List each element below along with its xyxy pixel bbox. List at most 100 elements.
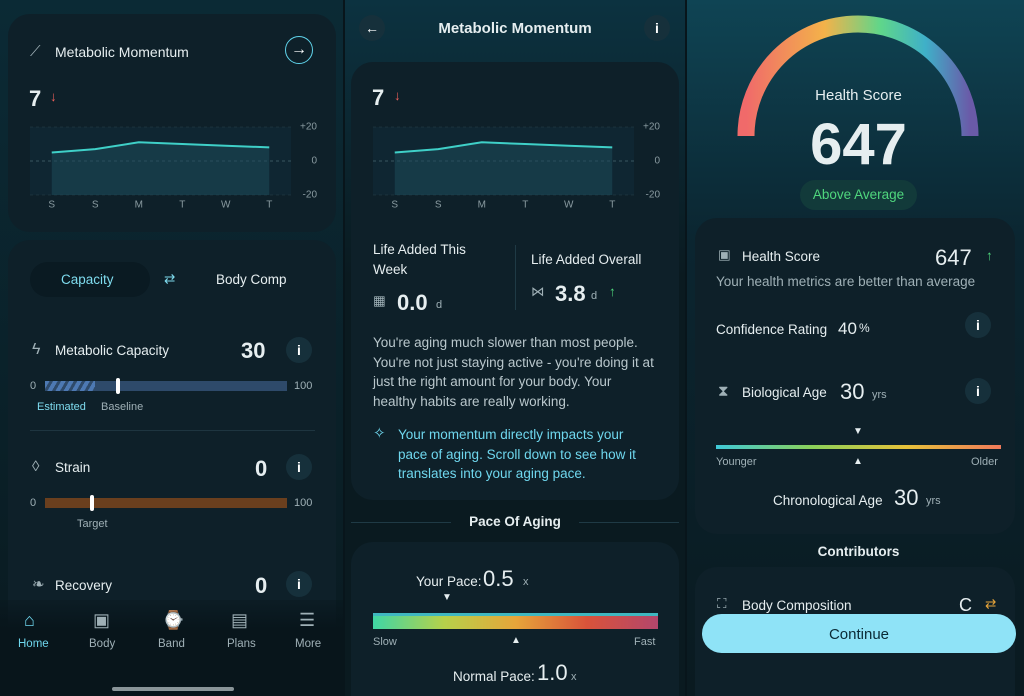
scale-label: Older [971,456,998,468]
pointer: ▲ [853,456,863,467]
target-marker [90,495,94,511]
loading-icon: C [959,595,972,615]
back-button[interactable]: ← [359,15,385,41]
trend-icon: ⟋ [30,43,41,60]
momentum-value: 7 [29,86,42,111]
age-bar [716,445,1001,449]
pace-value: 1.0 [537,660,568,685]
slider-max: 100 [294,380,313,392]
stat-value: 0.0 [397,290,428,315]
swap-icon[interactable]: ⇄ [164,271,176,286]
tab-active[interactable] [30,262,150,297]
leaf-icon: ❧ [32,576,45,593]
row-label: Confidence Rating [716,322,828,337]
pace-label: Your Pace: [416,574,482,589]
momentum-card[interactable] [8,14,336,232]
pointer: ▲ [511,635,521,646]
slider-min: 0 [30,497,37,509]
row-value: 40 [838,319,857,338]
pace-value: 0.5 [483,566,514,591]
metric-value: 0 [255,456,268,481]
stat-value: 3.8 [555,281,586,306]
nav-label[interactable]: Plans [227,638,256,650]
info-button[interactable]: i [644,15,670,41]
info-button[interactable]: i [286,454,312,480]
tab[interactable]: Body Comp [216,272,287,287]
metric-name: Metabolic Capacity [55,343,170,358]
metric-name: Recovery [55,578,113,593]
score-card [695,218,1015,534]
up-arrow: ↑ [986,248,993,263]
scale-label: Slow [373,636,397,648]
note-icon: ✧ [373,425,386,442]
continue-button[interactable] [702,614,1016,653]
open-button[interactable]: → [285,36,313,64]
badge-text: Above Average [812,187,905,202]
card-score: 647 [935,245,972,270]
info-button[interactable]: i [965,312,991,338]
gauge-score: 647 [810,112,907,177]
hourglass-icon: ⧗ [718,383,729,400]
nav-label[interactable]: Band [158,638,185,650]
home-indicator [112,687,234,691]
swap-icon: ⇄ [985,596,997,611]
section-title: Pace Of Aging [469,514,561,529]
stat-label: Life Added This Week [373,242,466,277]
nav-label[interactable]: Body [89,638,116,650]
momentum-value: 7 [372,85,385,110]
divider [515,245,516,310]
gauge-arc [737,15,979,137]
row-label: Biological Age [742,385,827,400]
target-label: Target [77,518,108,530]
slider-marker [115,378,120,394]
description: You're aging much slower than most peopl… [373,335,654,409]
pace-bar [373,613,658,629]
score-icon: ▣ [718,247,731,262]
info-button[interactable]: i [286,337,312,363]
slider-min: 0 [30,380,37,392]
continue-label[interactable]: Continue [828,626,890,643]
row-unit: yrs [872,389,887,401]
pointer: ▼ [442,592,452,603]
calendar-icon: ▦ [373,293,386,308]
slider-max: 100 [294,497,313,509]
down-arrow: ↓ [50,89,57,104]
section-title: Contributors [817,544,900,559]
nav-icon[interactable]: ⌚ [162,610,185,630]
panel-health: Health Score 647 Above Average ▣ Health … [687,0,1024,696]
row-unit: yrs [926,495,941,507]
pace-label: Normal Pace: [453,669,535,684]
header-title: Metabolic Momentum [438,20,592,37]
row-value: 30 [840,379,865,404]
metric-name: Strain [55,460,91,475]
bolt-icon: ϟ [32,341,41,358]
nav-icon[interactable]: ▤ [231,610,249,630]
tab[interactable]: Capacity [61,272,114,287]
pointer: ▼ [853,426,863,437]
down-arrow: ↓ [394,88,401,103]
nav-icon[interactable]: ⌂ [24,610,35,630]
nav-bar [0,600,343,696]
divider [30,430,315,431]
card-title: Health Score [742,249,821,264]
divider [579,522,679,523]
panel-home: ⟋ Metabolic Momentum → 7 ↓ Capacity ⇄ Bo… [0,0,343,696]
slider-estimated [45,381,95,391]
metric-value: 0 [255,573,268,598]
info-button[interactable]: i [286,571,312,597]
nav-label[interactable]: Home [18,638,49,650]
slider-track [45,498,287,508]
card-subtitle: Your health metrics are better than aver… [716,274,976,289]
gauge-label: Health Score [815,87,902,104]
scale-label: Fast [634,636,656,648]
drop-icon: ◊ [32,458,40,475]
info-button[interactable]: i [965,378,991,404]
legend-label: Baseline [101,401,144,413]
nav-icon[interactable]: ▣ [93,610,111,630]
nav-icon[interactable]: ☰ [299,610,316,630]
nav-label[interactable]: More [295,638,322,650]
badge [800,180,917,210]
gauge [737,15,979,137]
up-arrow: ↑ [609,284,616,299]
